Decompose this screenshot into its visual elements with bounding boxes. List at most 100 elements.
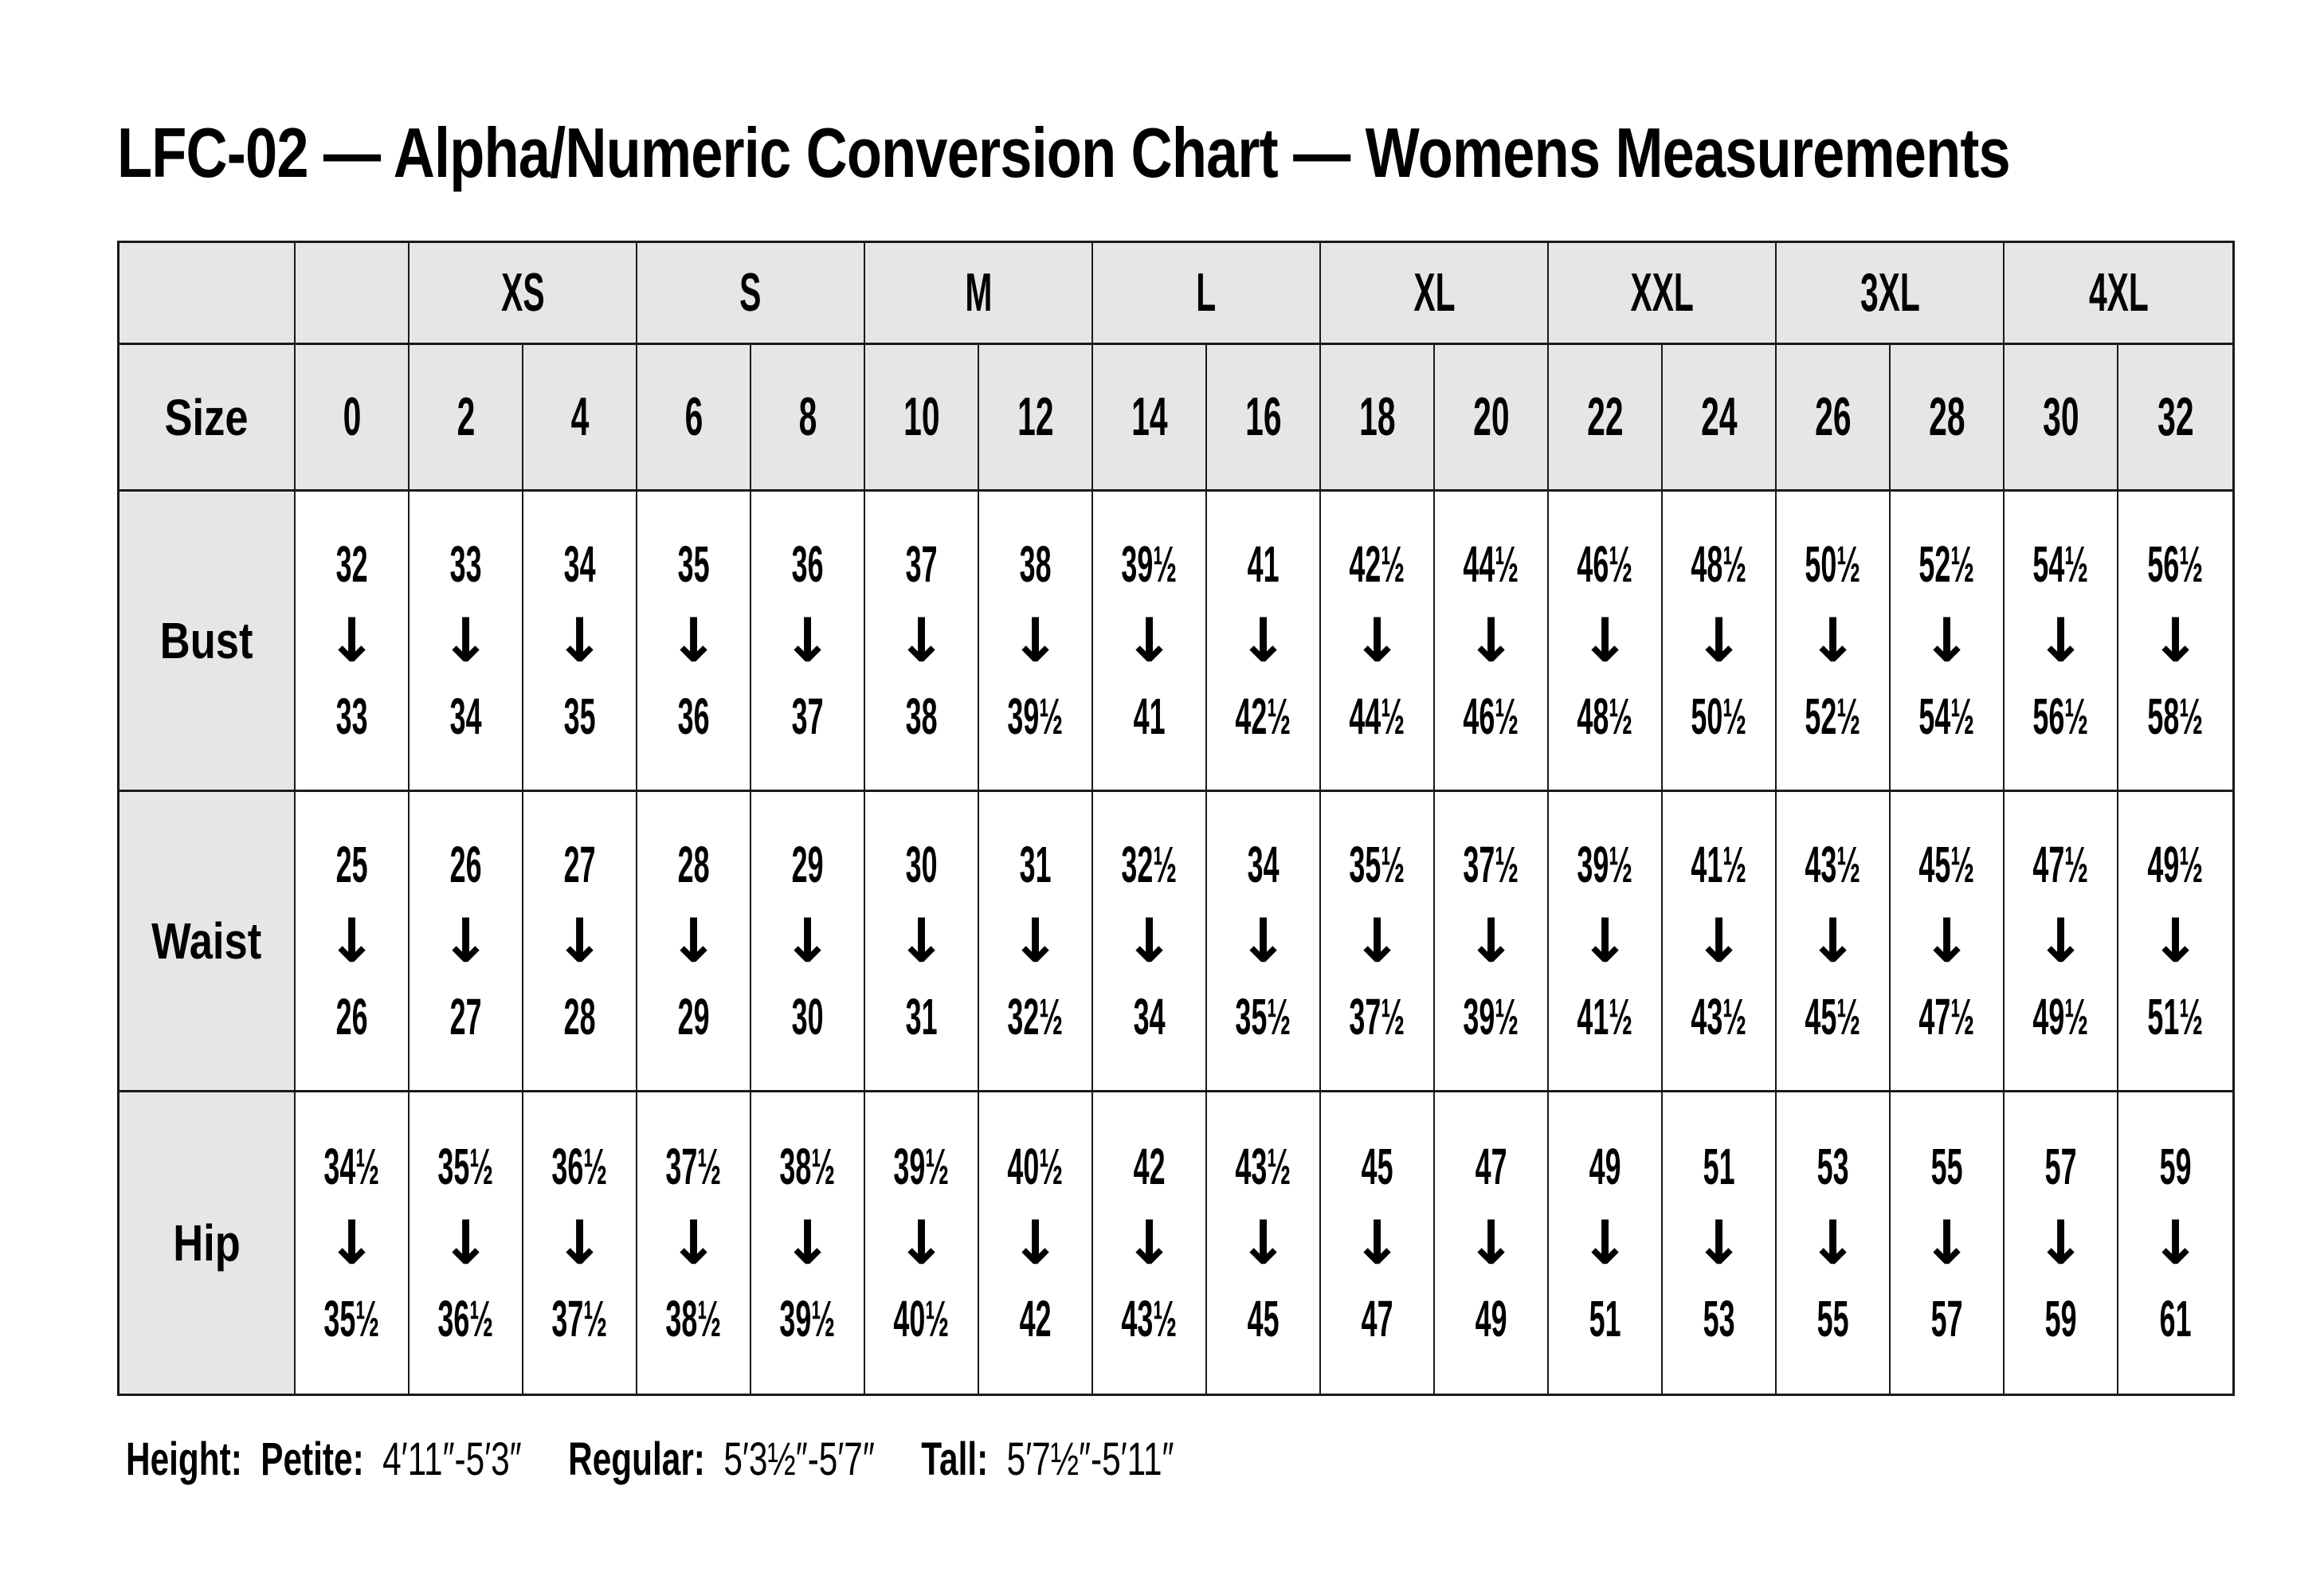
waist-range-22: 39½ ↓ 41½ [1549, 792, 1663, 1092]
size-header-value: 0 [343, 386, 361, 448]
down-arrow-icon: ↓ [440, 1206, 492, 1278]
down-arrow-icon: ↓ [554, 1206, 605, 1278]
alpha-header-label: 4XL [2088, 262, 2149, 323]
bust-range-28: 52½ ↓ 54½ [1891, 492, 2005, 792]
waist-range-2: 26 ↓ 27 [410, 792, 523, 1092]
bust-range-24: 48½ ↓ 50½ [1663, 492, 1777, 792]
size-row-label-text: Size [164, 388, 249, 446]
alpha-header-s: S [637, 243, 865, 345]
waist-range-14: 32½ ↓ 34 [1093, 792, 1207, 1092]
hip-range-10: 39½ ↓ 40½ [865, 1092, 979, 1394]
waist-range-12: 31 ↓ 32½ [979, 792, 1093, 1092]
down-arrow-icon: ↓ [1237, 904, 1289, 976]
range-from: 45½ [1918, 836, 1975, 894]
down-arrow-icon: ↓ [1579, 604, 1631, 676]
range-to: 44½ [1349, 688, 1405, 746]
height-label: Height: [126, 1433, 242, 1485]
range-to: 42 [1019, 1290, 1052, 1348]
down-arrow-icon: ↓ [668, 904, 719, 976]
range-to: 33 [335, 688, 368, 746]
range-to: 39½ [1007, 688, 1064, 746]
hip-range-32: 59 ↓ 61 [2118, 1092, 2232, 1394]
range-to: 38 [905, 688, 938, 746]
range-from: 31 [1019, 836, 1052, 894]
alpha-header-3xl: 3XL [1777, 243, 2005, 345]
range-to: 30 [791, 988, 824, 1046]
size-header-value: 32 [2157, 386, 2194, 448]
bust-range-26: 50½ ↓ 52½ [1777, 492, 1891, 792]
bust-range-8: 36 ↓ 37 [751, 492, 865, 792]
range-to: 53 [1703, 1290, 1735, 1348]
corner-blank-cell [120, 243, 296, 345]
down-arrow-icon: ↓ [554, 904, 605, 976]
range-from: 52½ [1918, 535, 1975, 594]
bust-range-32: 56½ ↓ 58½ [2118, 492, 2232, 792]
alpha-header-xs: XS [410, 243, 637, 345]
range-from: 47½ [2032, 836, 2089, 894]
size-header-value: 26 [1814, 386, 1852, 448]
tall-label: Tall: [921, 1433, 989, 1485]
hip-range-8: 38½ ↓ 39½ [751, 1092, 865, 1394]
down-arrow-icon: ↓ [2035, 1206, 2087, 1278]
down-arrow-icon: ↓ [1693, 604, 1745, 676]
range-to: 52½ [1805, 688, 1861, 746]
down-arrow-icon: ↓ [1579, 1206, 1631, 1278]
size-row-label: Size [120, 345, 296, 492]
range-to: 36½ [437, 1290, 494, 1348]
size-header-8: 8 [751, 345, 865, 492]
range-from: 37½ [665, 1138, 722, 1196]
waist-range-0: 25 ↓ 26 [296, 792, 410, 1092]
down-arrow-icon: ↓ [1351, 604, 1403, 676]
range-from: 28 [677, 836, 710, 894]
waist-range-6: 28 ↓ 29 [637, 792, 751, 1092]
down-arrow-icon: ↓ [782, 604, 833, 676]
down-arrow-icon: ↓ [1807, 904, 1859, 976]
down-arrow-icon: ↓ [1351, 904, 1403, 976]
range-from: 38 [1019, 535, 1052, 594]
size-header-32: 32 [2118, 345, 2232, 492]
down-arrow-icon: ↓ [1009, 1206, 1061, 1278]
size-header-value: 18 [1358, 386, 1396, 448]
range-to: 59 [2044, 1290, 2077, 1348]
hip-range-16: 43½ ↓ 45 [1207, 1092, 1321, 1394]
down-arrow-icon: ↓ [2150, 1206, 2201, 1278]
range-from: 46½ [1577, 535, 1633, 594]
hip-range-24: 51 ↓ 53 [1663, 1092, 1777, 1394]
range-to: 51 [1589, 1290, 1621, 1348]
range-to: 39½ [1463, 988, 1519, 1046]
range-from: 49½ [2147, 836, 2204, 894]
down-arrow-icon: ↓ [326, 904, 378, 976]
size-header-10: 10 [865, 345, 979, 492]
waist-range-28: 45½ ↓ 47½ [1891, 792, 2005, 1092]
page-title: LFC-02 — Alpha/Numeric Conversion Chart … [117, 113, 2011, 192]
size-header-value: 2 [457, 386, 475, 448]
down-arrow-icon: ↓ [1921, 1206, 1973, 1278]
down-arrow-icon: ↓ [1579, 904, 1631, 976]
hip-range-22: 49 ↓ 51 [1549, 1092, 1663, 1394]
range-to: 42½ [1235, 688, 1291, 746]
range-from: 36½ [551, 1138, 608, 1196]
down-arrow-icon: ↓ [782, 1206, 833, 1278]
row-label-text: Hip [173, 1214, 241, 1272]
size-header-value: 14 [1131, 386, 1168, 448]
hip-range-18: 45 ↓ 47 [1321, 1092, 1435, 1394]
range-from: 34½ [323, 1138, 380, 1196]
range-from: 42½ [1349, 535, 1405, 594]
range-from: 43½ [1235, 1138, 1291, 1196]
waist-range-20: 37½ ↓ 39½ [1435, 792, 1549, 1092]
alpha-blank-cell [296, 243, 410, 345]
range-from: 41 [1247, 535, 1280, 594]
row-label-waist: Waist [120, 792, 296, 1092]
size-header-20: 20 [1435, 345, 1549, 492]
size-header-14: 14 [1093, 345, 1207, 492]
size-header-4: 4 [523, 345, 637, 492]
bust-range-20: 44½ ↓ 46½ [1435, 492, 1549, 792]
down-arrow-icon: ↓ [1123, 1206, 1175, 1278]
alpha-header-m: M [865, 243, 1093, 345]
size-header-26: 26 [1777, 345, 1891, 492]
down-arrow-icon: ↓ [896, 904, 947, 976]
down-arrow-icon: ↓ [1009, 604, 1061, 676]
down-arrow-icon: ↓ [1921, 904, 1973, 976]
down-arrow-icon: ↓ [440, 604, 492, 676]
range-from: 35½ [437, 1138, 494, 1196]
